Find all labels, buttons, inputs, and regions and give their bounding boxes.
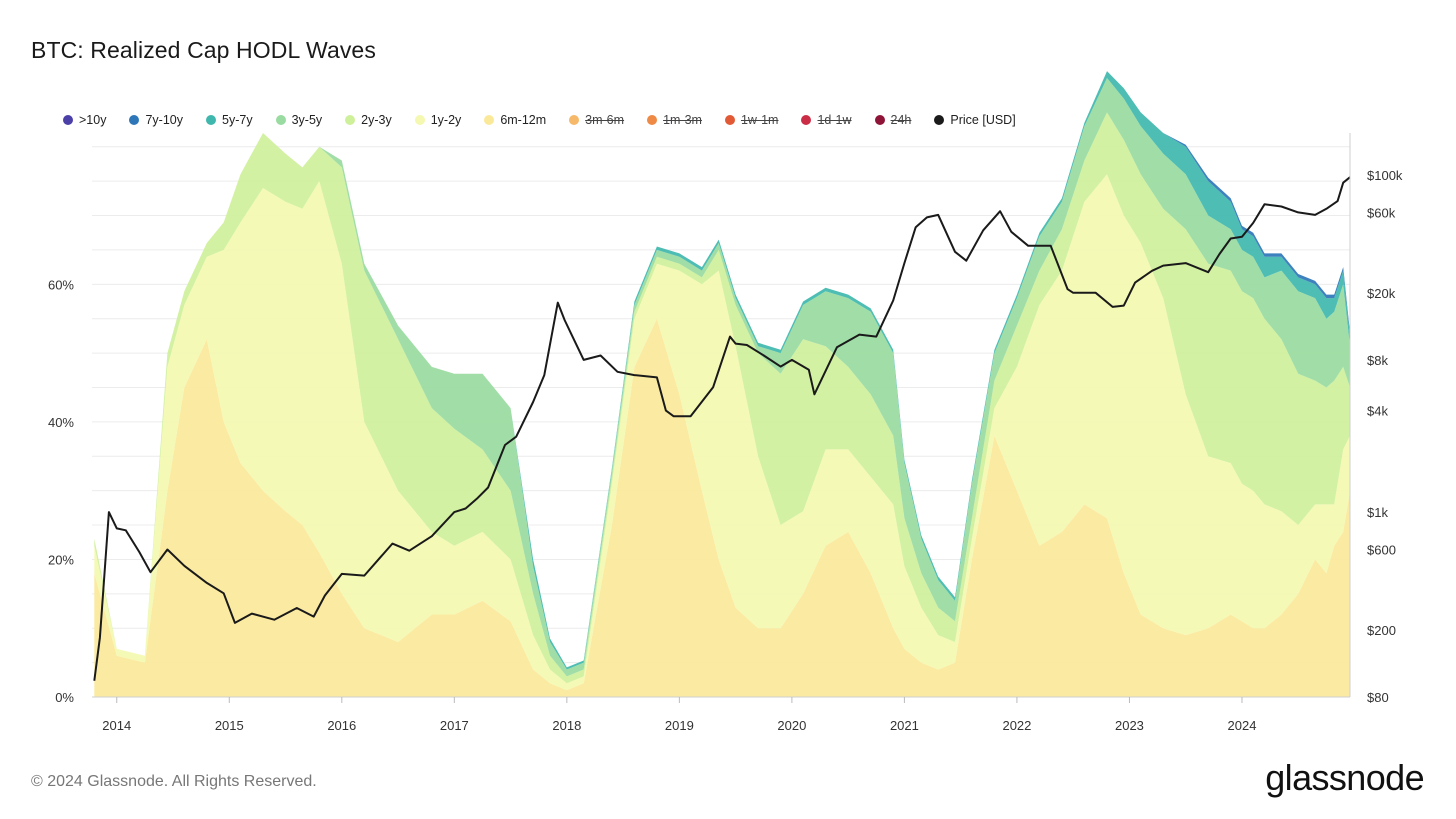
chart-title: BTC: Realized Cap HODL Waves	[31, 37, 376, 63]
x-tick-label: 2023	[1115, 718, 1144, 733]
legend-item-3m-6m[interactable]: 3m-6m	[569, 113, 624, 127]
price-tick-label: $4k	[1367, 404, 1388, 419]
price-line	[93, 176, 1351, 681]
legend-item-2y-3y[interactable]: 2y-3y	[345, 113, 392, 127]
legend-swatch	[63, 115, 73, 125]
legend-label: 1w-1m	[740, 113, 779, 127]
legend-swatch	[275, 115, 286, 125]
legend-swatch	[484, 115, 495, 125]
y-tick-label: 20%	[48, 552, 74, 567]
price-tick-label: $80	[1367, 690, 1389, 705]
legend-label: 3y-5y	[291, 113, 323, 127]
legend-label: 5y-7y	[222, 113, 253, 127]
legend-swatch	[414, 115, 425, 125]
legend-item-price-usd[interactable]: Price [USD]	[934, 113, 1016, 127]
area-6m-12m	[94, 318, 1350, 697]
legend-item-6m-12m[interactable]: 6m-12m	[484, 113, 546, 127]
x-tick-label: 2019	[665, 718, 694, 733]
price-tick-label: $600	[1367, 543, 1396, 558]
legend-item-1y-2y[interactable]: 1y-2y	[414, 113, 462, 127]
price-tick-label: $60k	[1367, 205, 1396, 220]
legend-swatch	[801, 115, 812, 125]
x-tick-label: 2017	[440, 718, 469, 733]
price-tick-label: $200	[1367, 623, 1396, 638]
legend-label: 1y-2y	[430, 113, 462, 127]
x-tick-label: 2016	[327, 718, 356, 733]
copyright-text: © 2024 Glassnode. All Rights Reserved.	[31, 773, 317, 790]
x-tick-label: 2014	[102, 718, 131, 733]
legend-item-1d-1w[interactable]: 1d-1w	[801, 113, 852, 127]
legend-label: 1d-1w	[817, 113, 852, 127]
legend-label: 6m-12m	[500, 113, 547, 127]
legend-label: 3m-6m	[585, 113, 625, 127]
legend-label: Price [USD]	[950, 113, 1016, 127]
legend-item-10y[interactable]: >10y	[63, 113, 106, 127]
legend-swatch	[724, 115, 735, 125]
legend-swatch	[874, 115, 885, 125]
x-tick-label: 2018	[552, 718, 581, 733]
legend-item-24h[interactable]: 24h	[874, 113, 912, 127]
legend-label: 24h	[890, 113, 912, 127]
x-tick-label: 2021	[890, 718, 919, 733]
y-tick-label: 40%	[48, 415, 74, 430]
legend-swatch	[647, 115, 658, 125]
price-tick-label: $8k	[1367, 353, 1388, 368]
legend-label: 2y-3y	[361, 113, 392, 127]
legend-swatch	[934, 115, 945, 125]
chart-legend: >10y 7y-10y 5y-7y 3y-5y 2y-3y 1y-2y 6m-12m 3m-6…	[63, 113, 1039, 127]
x-tick-label: 2022	[1002, 718, 1031, 733]
price-tick-label: $1k	[1367, 505, 1388, 520]
legend-label: 1m-3m	[663, 113, 702, 127]
x-tick-label: 2015	[215, 718, 244, 733]
legend-swatch	[569, 115, 580, 125]
legend-swatch	[206, 115, 216, 125]
y-tick-label: 0%	[55, 690, 74, 705]
area-1y-2y	[94, 174, 1350, 691]
legend-label: 7y-10y	[145, 113, 183, 127]
legend-item-1w-1m[interactable]: 1w-1m	[724, 113, 779, 127]
legend-item-1m-3m[interactable]: 1m-3m	[647, 113, 702, 127]
legend-label: >10y	[79, 113, 107, 127]
price-tick-label: $20k	[1367, 286, 1396, 301]
legend-item-3y-5y[interactable]: 3y-5y	[275, 113, 323, 127]
price-tick-label: $100k	[1367, 168, 1403, 183]
legend-item-7y-10y[interactable]: 7y-10y	[129, 113, 183, 127]
x-tick-label: 2024	[1228, 718, 1257, 733]
glassnode-logo[interactable]: glassnode	[1265, 757, 1424, 798]
legend-item-5y-7y[interactable]: 5y-7y	[206, 113, 253, 127]
y-tick-label: 60%	[48, 277, 74, 292]
legend-swatch	[345, 115, 356, 125]
x-tick-label: 2020	[777, 718, 806, 733]
legend-swatch	[129, 115, 140, 125]
